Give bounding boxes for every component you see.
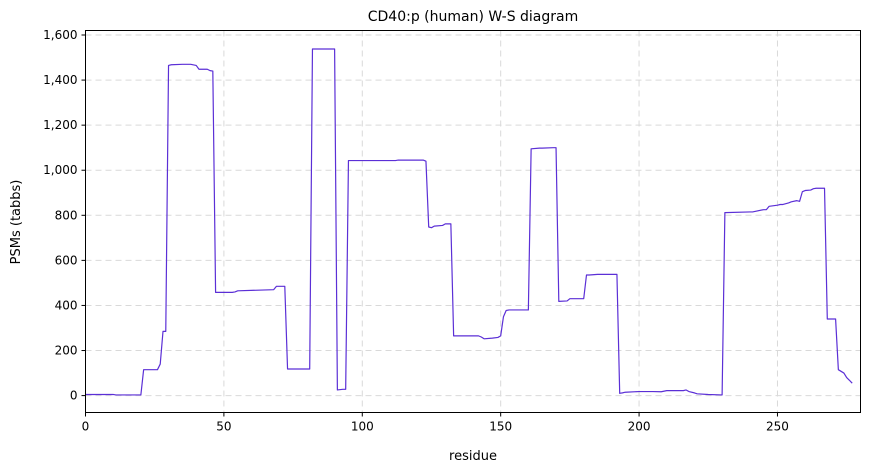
x-tick-label: 150 (489, 420, 512, 434)
x-axis-ticks: 0 50 100 150 200 250 (82, 412, 789, 434)
y-tick-label: 200 (55, 344, 78, 358)
y-tick-label: 0 (70, 389, 78, 403)
y-tick-label: 1,200 (43, 118, 77, 132)
chart-title: CD40:p (human) W-S diagram (368, 9, 579, 25)
y-tick-label: 600 (55, 253, 78, 267)
x-axis-label: residue (449, 449, 497, 464)
series-line (85, 48, 853, 396)
y-tick-label: 1,000 (43, 163, 77, 177)
x-tick-label: 100 (351, 420, 374, 434)
y-tick-label: 400 (55, 298, 78, 312)
y-axis-ticks: 0 200 400 600 800 1,000 1,200 1,400 1,600 (43, 28, 86, 403)
y-axis-label: PSMs (tabbs) (9, 180, 24, 265)
x-tick-label: 0 (82, 420, 90, 434)
y-tick-label: 800 (55, 208, 78, 222)
grid-lines (85, 30, 861, 413)
plot-frame (85, 30, 861, 413)
x-tick-label: 200 (628, 420, 651, 434)
x-tick-label: 50 (216, 420, 231, 434)
y-tick-label: 1,600 (43, 28, 77, 42)
y-tick-label: 1,400 (43, 73, 77, 87)
x-tick-label: 250 (766, 420, 789, 434)
series-layer (85, 48, 853, 396)
